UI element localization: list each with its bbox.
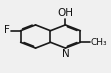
Text: CH₃: CH₃ — [90, 38, 107, 47]
Text: OH: OH — [57, 8, 73, 18]
Text: F: F — [4, 25, 10, 35]
Text: N: N — [62, 49, 70, 59]
